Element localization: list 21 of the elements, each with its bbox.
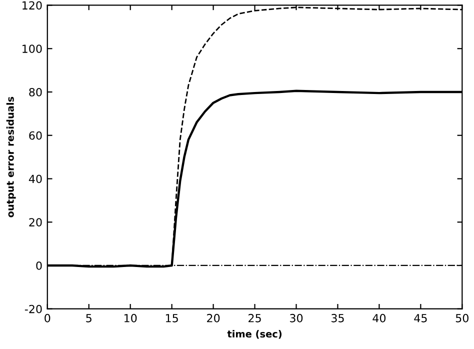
y-axis-title: output error residuals <box>6 96 16 218</box>
x-tick-label: 15 <box>166 314 178 322</box>
x-tick-label: 10 <box>124 314 137 322</box>
x-tick-label: 25 <box>248 314 261 322</box>
y-tick-label: 0 <box>36 261 42 270</box>
y-tick-label: 40 <box>28 174 42 184</box>
y-tick-label: 80 <box>29 88 42 96</box>
y-tick-label: 120 <box>22 1 42 10</box>
x-tick-label: 30 <box>290 314 303 322</box>
y-tick-label: 100 <box>22 44 42 53</box>
y-tick-label: 60 <box>29 131 42 140</box>
x-tick-label: 50 <box>456 314 468 322</box>
y-tick-label: -20 <box>24 304 42 314</box>
x-tick-label: 35 <box>332 314 344 322</box>
x-tick-label: 40 <box>372 314 386 322</box>
x-tick-label: 45 <box>414 314 427 322</box>
x-tick-label: 0 <box>44 314 50 322</box>
y-tick-label: 20 <box>29 218 42 226</box>
x-tick-label: 20 <box>207 314 220 322</box>
x-tick-label: 5 <box>86 314 92 322</box>
x-axis-title: time (sec) <box>227 330 282 339</box>
